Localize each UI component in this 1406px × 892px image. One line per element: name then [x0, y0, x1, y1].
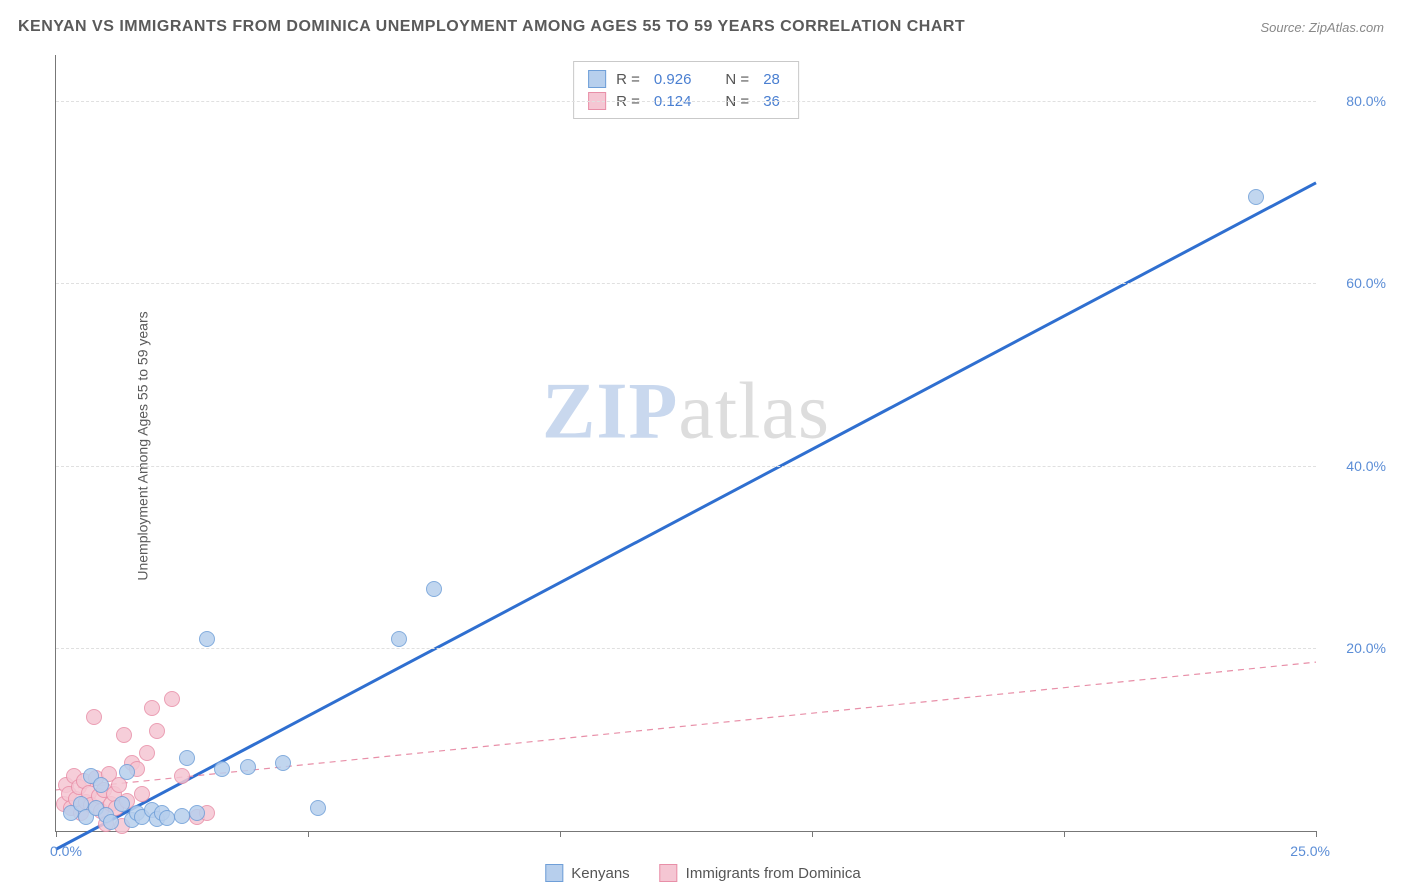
scatter-point [111, 777, 127, 793]
scatter-point [159, 810, 175, 826]
legend-label: Immigrants from Dominica [686, 865, 861, 882]
correlation-stats-box: R =0.926N =28R =0.124N =36 [573, 61, 799, 119]
x-tick [56, 831, 57, 837]
legend-swatch [660, 864, 678, 882]
x-tick-label-min: 0.0% [50, 843, 82, 859]
x-tick [1064, 831, 1065, 837]
scatter-point [116, 727, 132, 743]
scatter-point [1248, 189, 1264, 205]
scatter-point [275, 755, 291, 771]
stat-r-value: 0.926 [654, 71, 692, 88]
gridline [56, 466, 1316, 467]
stat-r-label: R = [616, 71, 640, 88]
y-tick-label: 80.0% [1346, 93, 1386, 109]
chart-title: KENYAN VS IMMIGRANTS FROM DOMINICA UNEMP… [18, 18, 965, 36]
scatter-point [174, 768, 190, 784]
legend-label: Kenyans [571, 865, 629, 882]
gridline [56, 283, 1316, 284]
stat-row: R = 0.926 N = 28 [588, 68, 784, 90]
legend-swatch [588, 70, 606, 88]
x-tick [560, 831, 561, 837]
x-tick [1316, 831, 1317, 837]
x-tick [812, 831, 813, 837]
plot-area: ZIPatlas R =0.926N =28R =0.124N =36 20.0… [55, 55, 1316, 832]
scatter-point [179, 750, 195, 766]
x-tick-label-max: 25.0% [1290, 843, 1330, 859]
bottom-legend: Kenyans Immigrants from Dominica [545, 864, 860, 882]
scatter-point [199, 631, 215, 647]
scatter-point [310, 800, 326, 816]
scatter-point [93, 777, 109, 793]
scatter-point [189, 805, 205, 821]
y-tick-label: 20.0% [1346, 640, 1386, 656]
scatter-point [114, 796, 130, 812]
y-tick-label: 60.0% [1346, 275, 1386, 291]
scatter-point [139, 745, 155, 761]
scatter-point [391, 631, 407, 647]
scatter-point [240, 759, 256, 775]
scatter-point [134, 786, 150, 802]
scatter-point [174, 808, 190, 824]
scatter-point [144, 700, 160, 716]
gridline [56, 101, 1316, 102]
scatter-point [86, 709, 102, 725]
source-attribution: Source: ZipAtlas.com [1260, 20, 1384, 35]
legend-swatch [545, 864, 563, 882]
legend-item: Kenyans [545, 864, 629, 882]
scatter-point [149, 723, 165, 739]
scatter-point [164, 691, 180, 707]
scatter-point [103, 814, 119, 830]
scatter-point [119, 764, 135, 780]
x-tick [308, 831, 309, 837]
scatter-point [426, 581, 442, 597]
gridline [56, 648, 1316, 649]
legend-item: Immigrants from Dominica [660, 864, 861, 882]
regression-lines-svg [56, 55, 1316, 831]
stat-n-value: 28 [763, 71, 780, 88]
stat-n-label: N = [725, 71, 749, 88]
scatter-point [214, 761, 230, 777]
y-tick-label: 40.0% [1346, 458, 1386, 474]
